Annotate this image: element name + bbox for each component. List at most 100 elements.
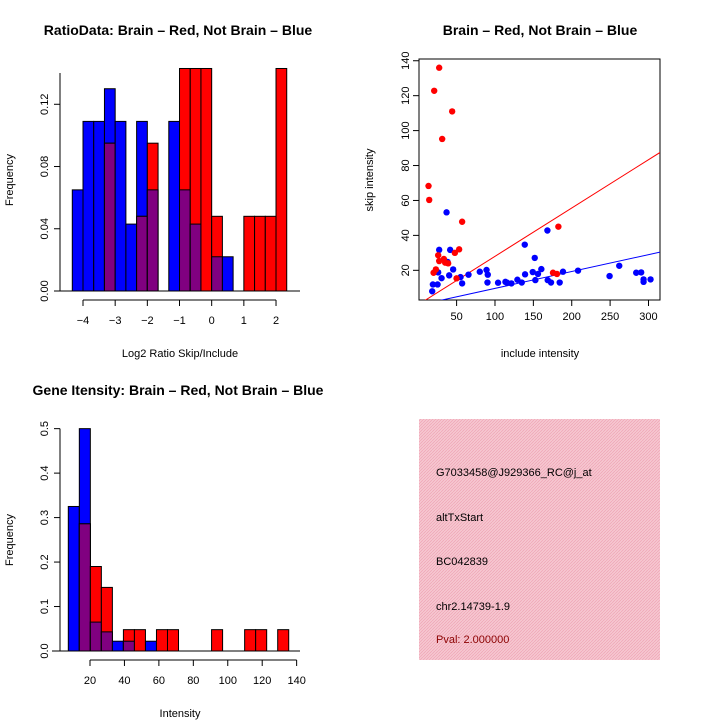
bar-overlap xyxy=(103,142,116,292)
point-not-brain xyxy=(633,269,640,276)
y-tick-label: 0.04 xyxy=(39,218,51,239)
bar-not-brain xyxy=(67,505,80,652)
y-tick-label: 0.3 xyxy=(39,510,51,525)
point-not-brain xyxy=(606,272,613,280)
x-tick-label: 120 xyxy=(253,675,271,687)
bar-overlap xyxy=(100,631,113,652)
point-not-brain xyxy=(559,268,567,275)
point-brain xyxy=(435,64,443,71)
x-tick-label: −4 xyxy=(77,315,90,327)
info-event: altTxStart xyxy=(436,512,483,524)
point-not-brain xyxy=(446,246,454,254)
x-tick-label: 250 xyxy=(601,311,619,323)
x-tick-label: 140 xyxy=(287,675,305,687)
hist2-ylabel: Frequency xyxy=(4,514,16,566)
point-brain xyxy=(434,252,442,259)
plot-frame xyxy=(418,58,661,301)
bar-not-brain xyxy=(221,256,234,292)
x-tick-label: 0 xyxy=(209,315,215,327)
x-tick-label: 80 xyxy=(187,675,199,687)
bar-not-brain xyxy=(168,120,181,292)
point-not-brain xyxy=(544,227,551,234)
y-tick-label: 100 xyxy=(400,121,412,139)
bar-brain xyxy=(277,629,290,652)
y-tick-label: 0.5 xyxy=(39,421,51,436)
hist1-title: RatioData: Brain – Red, Not Brain – Blue xyxy=(44,22,313,38)
y-tick-label: 140 xyxy=(400,52,412,70)
point-not-brain xyxy=(484,271,491,278)
x-tick-label: 100 xyxy=(219,675,237,687)
hist2-xlabel: Intensity xyxy=(160,708,201,720)
bar-brain xyxy=(200,67,213,292)
x-tick-label: 40 xyxy=(118,675,130,687)
point-not-brain xyxy=(647,276,654,283)
point-not-brain xyxy=(637,269,645,276)
point-brain xyxy=(426,196,433,204)
point-brain xyxy=(453,275,460,282)
y-tick-label: 60 xyxy=(400,194,412,206)
x-tick-label: 50 xyxy=(450,311,462,323)
point-not-brain xyxy=(465,271,472,278)
point-brain xyxy=(451,249,459,257)
point-brain xyxy=(455,246,463,253)
x-tick-label: 1 xyxy=(241,315,247,327)
x-tick-label: 2 xyxy=(273,315,279,327)
bar-brain xyxy=(255,629,268,652)
y-tick-label: 0.4 xyxy=(39,465,51,480)
point-not-brain xyxy=(531,254,538,262)
hist1-xlabel: Log2 Ratio Skip/Include xyxy=(122,348,238,360)
point-not-brain xyxy=(476,268,483,275)
y-tick-label: 0.00 xyxy=(39,280,51,301)
point-brain xyxy=(555,223,562,230)
bar-brain xyxy=(211,629,224,652)
info-location: chr2.14739-1.9 xyxy=(436,601,510,613)
point-not-brain xyxy=(458,280,466,287)
point-brain xyxy=(458,218,466,225)
point-not-brain xyxy=(532,276,539,284)
fit-line-brain xyxy=(424,152,660,300)
point-not-brain xyxy=(640,278,647,286)
bar-brain xyxy=(264,215,277,292)
bar-overlap xyxy=(189,223,202,292)
point-not-brain xyxy=(534,270,542,278)
x-tick-label: 300 xyxy=(639,311,657,323)
bar-not-brain xyxy=(144,640,157,652)
scatter: 50 100 150 200 250 300 20 40 60 80 100 120 140 xyxy=(400,52,661,323)
point-brain xyxy=(425,182,432,190)
point-not-brain xyxy=(484,279,491,286)
x-tick-label: 100 xyxy=(486,311,504,323)
y-tick-label: 0.1 xyxy=(39,599,51,614)
scatter-xlabel: include intensity xyxy=(501,348,580,360)
y-tick-label: 0.2 xyxy=(39,554,51,569)
point-not-brain xyxy=(429,288,436,295)
y-tick-label: 0.12 xyxy=(39,94,51,115)
point-brain xyxy=(553,270,561,278)
point-not-brain xyxy=(445,272,453,279)
bar-not-brain xyxy=(111,640,124,652)
info-probe: G7033458@J929366_RC@j_at xyxy=(436,467,592,479)
point-not-brain xyxy=(438,274,445,282)
bar-not-brain xyxy=(82,120,95,292)
bar-overlap xyxy=(146,189,159,292)
y-tick-label: 80 xyxy=(400,159,412,171)
y-tick-label: 0.08 xyxy=(39,156,51,177)
point-brain xyxy=(438,135,446,143)
x-tick-label: 20 xyxy=(84,675,96,687)
info-accession: BC042839 xyxy=(436,556,488,568)
point-not-brain xyxy=(435,246,443,254)
info-pval: Pval: 2.000000 xyxy=(436,634,509,646)
x-tick-label: 200 xyxy=(563,311,581,323)
point-not-brain xyxy=(521,241,528,248)
point-brain xyxy=(432,266,440,273)
point-not-brain xyxy=(529,268,536,276)
point-not-brain xyxy=(449,266,457,273)
fit-line-not-brain xyxy=(439,251,660,300)
point-brain xyxy=(430,87,438,94)
bar-not-brain xyxy=(125,223,138,292)
y-tick-label: 0.0 xyxy=(39,643,51,658)
hist1: 0.00 0.04 0.08 0.12 −4 −3 −2 −1 0 1 2 xyxy=(39,67,300,327)
bar-overlap xyxy=(211,256,223,292)
point-brain xyxy=(448,108,456,115)
scatter-title: Brain – Red, Not Brain – Blue xyxy=(443,22,638,38)
hist2: 0.0 0.1 0.2 0.3 0.4 0.5 20 40 60 80 100 120 140 xyxy=(39,421,306,687)
